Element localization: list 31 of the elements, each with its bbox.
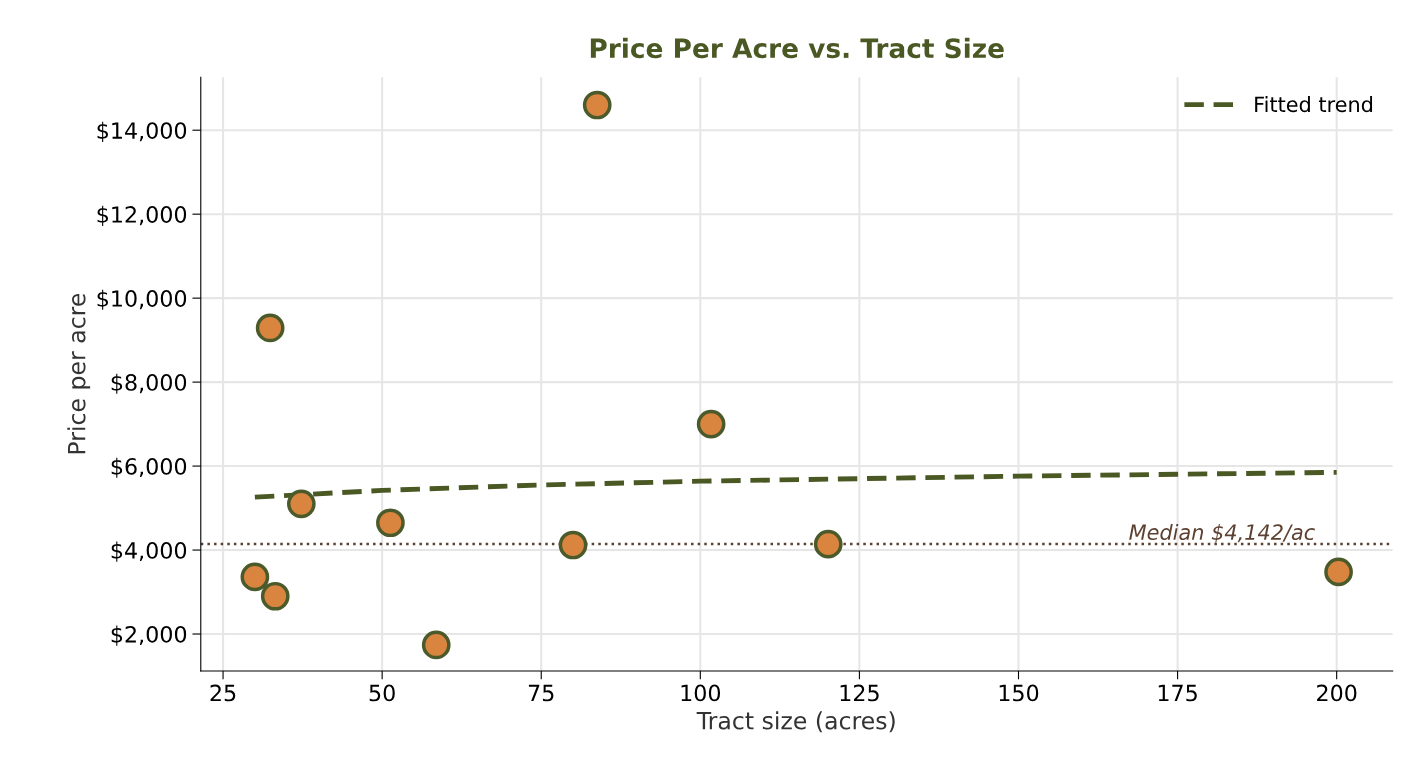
x-tick-label: 150: [999, 684, 1039, 702]
x-tick-label: 75: [528, 684, 554, 702]
point: [582, 90, 612, 120]
point: [558, 530, 588, 560]
point: [696, 409, 726, 439]
point: [260, 581, 290, 611]
x-tick-label: 200: [1317, 684, 1357, 702]
y-tick-label: $10,000: [97, 289, 187, 310]
x-tick-label: 175: [1158, 684, 1197, 702]
point: [376, 508, 405, 538]
y-tick-label: $4,000: [111, 541, 187, 562]
y-tick-label: $8,000: [111, 373, 187, 394]
y-tick-label: $2,000: [111, 625, 187, 646]
x-tick-label: 50: [369, 684, 395, 702]
y-tick-label: $14,000: [97, 121, 187, 142]
x-tick-label: 125: [840, 684, 879, 702]
chart-title: Price Per Acre vs. Tract Size: [590, 37, 1004, 59]
x-axis-title: Tract size (acres): [696, 711, 895, 733]
point: [813, 529, 843, 559]
point: [255, 313, 285, 343]
point: [286, 489, 316, 519]
point: [421, 630, 451, 660]
y-tick-label: $12,000: [97, 205, 187, 226]
y-tick-label: $6,000: [111, 457, 187, 478]
y-axis-title: Price per acre: [67, 293, 91, 454]
x-tick-label: 25: [210, 684, 236, 702]
legend-label: Fitted trend: [1255, 96, 1373, 113]
ref-line-label: Median $4,142/ac: [1129, 523, 1315, 543]
x-tick-label: 100: [681, 684, 721, 702]
point: [240, 562, 270, 592]
point: [1324, 557, 1353, 587]
